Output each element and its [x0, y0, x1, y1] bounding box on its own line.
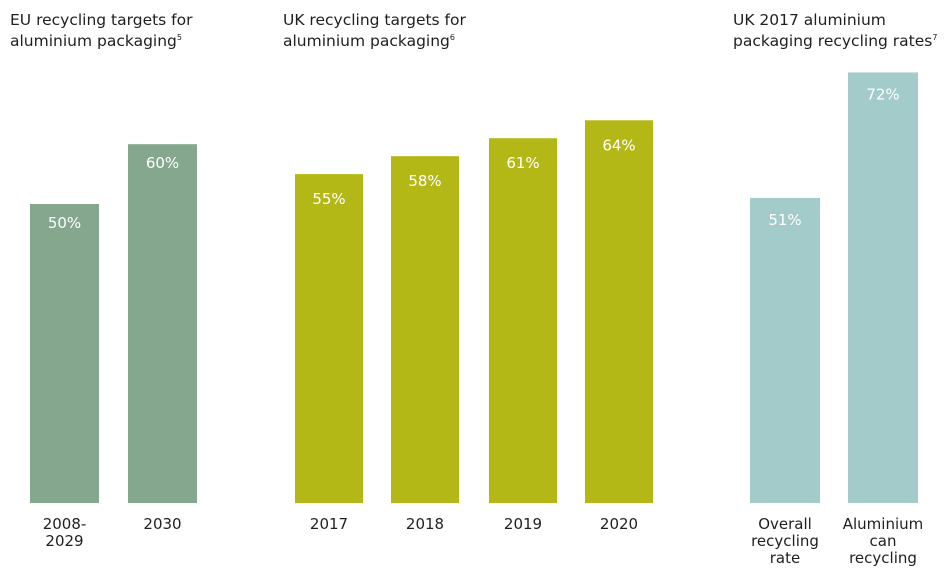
- eu-chart-title: EU recycling targets for aluminium packag…: [10, 10, 193, 52]
- uk-rates-chart-title-text: UK 2017 aluminium packaging recycling rat…: [733, 11, 933, 50]
- uk-rates-bar-plot: 51%Overallrecyclingrate72%Aluminiumcanre…: [750, 72, 924, 567]
- uk-target-category-label: 2018: [406, 515, 444, 533]
- uk-rate-bar-value-label: 51%: [768, 211, 801, 229]
- uk-rate-category-label: recycling: [849, 549, 917, 567]
- eu-bar: [128, 144, 197, 503]
- uk-rates-chart-title: UK 2017 aluminium packaging recycling rat…: [733, 10, 937, 52]
- uk-targets-chart-title: UK recycling targets for aluminium packag…: [283, 10, 466, 52]
- uk-target-category-label: 2019: [504, 515, 542, 533]
- uk-rate-category-label: Aluminium: [843, 515, 924, 533]
- eu-category-label: 2030: [143, 515, 181, 533]
- uk-target-category-label: 2017: [310, 515, 348, 533]
- uk-targets-chart: UK recycling targets for aluminium packag…: [283, 0, 663, 568]
- eu-chart-footnote: 5: [176, 33, 182, 42]
- uk-targets-chart-footnote: 6: [449, 33, 455, 42]
- uk-targets-bar-plot: 55% 2017 58% 2018 61% 2019 64% 2020: [295, 120, 653, 533]
- uk-target-bar: [295, 174, 363, 503]
- eu-category-label: 2008-: [43, 515, 87, 533]
- eu-bar-value-label: 50%: [48, 214, 81, 232]
- eu-category-label: 2029: [45, 532, 83, 550]
- uk-rate-bar: [750, 198, 820, 503]
- uk-rate-category-label: recycling: [751, 532, 819, 550]
- eu-chart-title-text: EU recycling targets for aluminium packag…: [10, 11, 193, 50]
- eu-bar-value-label: 60%: [146, 154, 179, 172]
- uk-rate-bar-value-label: 72%: [866, 85, 899, 103]
- uk-target-bar-value-label: 61%: [506, 154, 539, 172]
- uk-target-category-label: 2020: [600, 515, 638, 533]
- uk-target-bar: [391, 156, 459, 503]
- uk-target-bar: [489, 138, 557, 503]
- eu-bar-plot: 50% 2008-2029 60% 2030: [30, 144, 197, 550]
- uk-target-bar: [585, 120, 653, 503]
- uk-rate-bar: [848, 72, 918, 503]
- uk-target-bar-value-label: 64%: [602, 136, 635, 154]
- uk-rate-category-label: can: [870, 532, 897, 550]
- uk-rate-category-label: rate: [770, 549, 800, 567]
- uk-target-bar-value-label: 58%: [408, 172, 441, 190]
- eu-targets-chart: EU recycling targets for aluminium packag…: [10, 0, 210, 568]
- uk-targets-chart-title-text: UK recycling targets for aluminium packag…: [283, 11, 466, 50]
- uk-rates-chart: UK 2017 aluminium packaging recycling rat…: [733, 0, 944, 568]
- uk-rates-chart-footnote: 7: [932, 33, 938, 42]
- uk-rate-category-label: Overall: [758, 515, 812, 533]
- uk-target-bar-value-label: 55%: [312, 190, 345, 208]
- eu-bar: [30, 204, 99, 503]
